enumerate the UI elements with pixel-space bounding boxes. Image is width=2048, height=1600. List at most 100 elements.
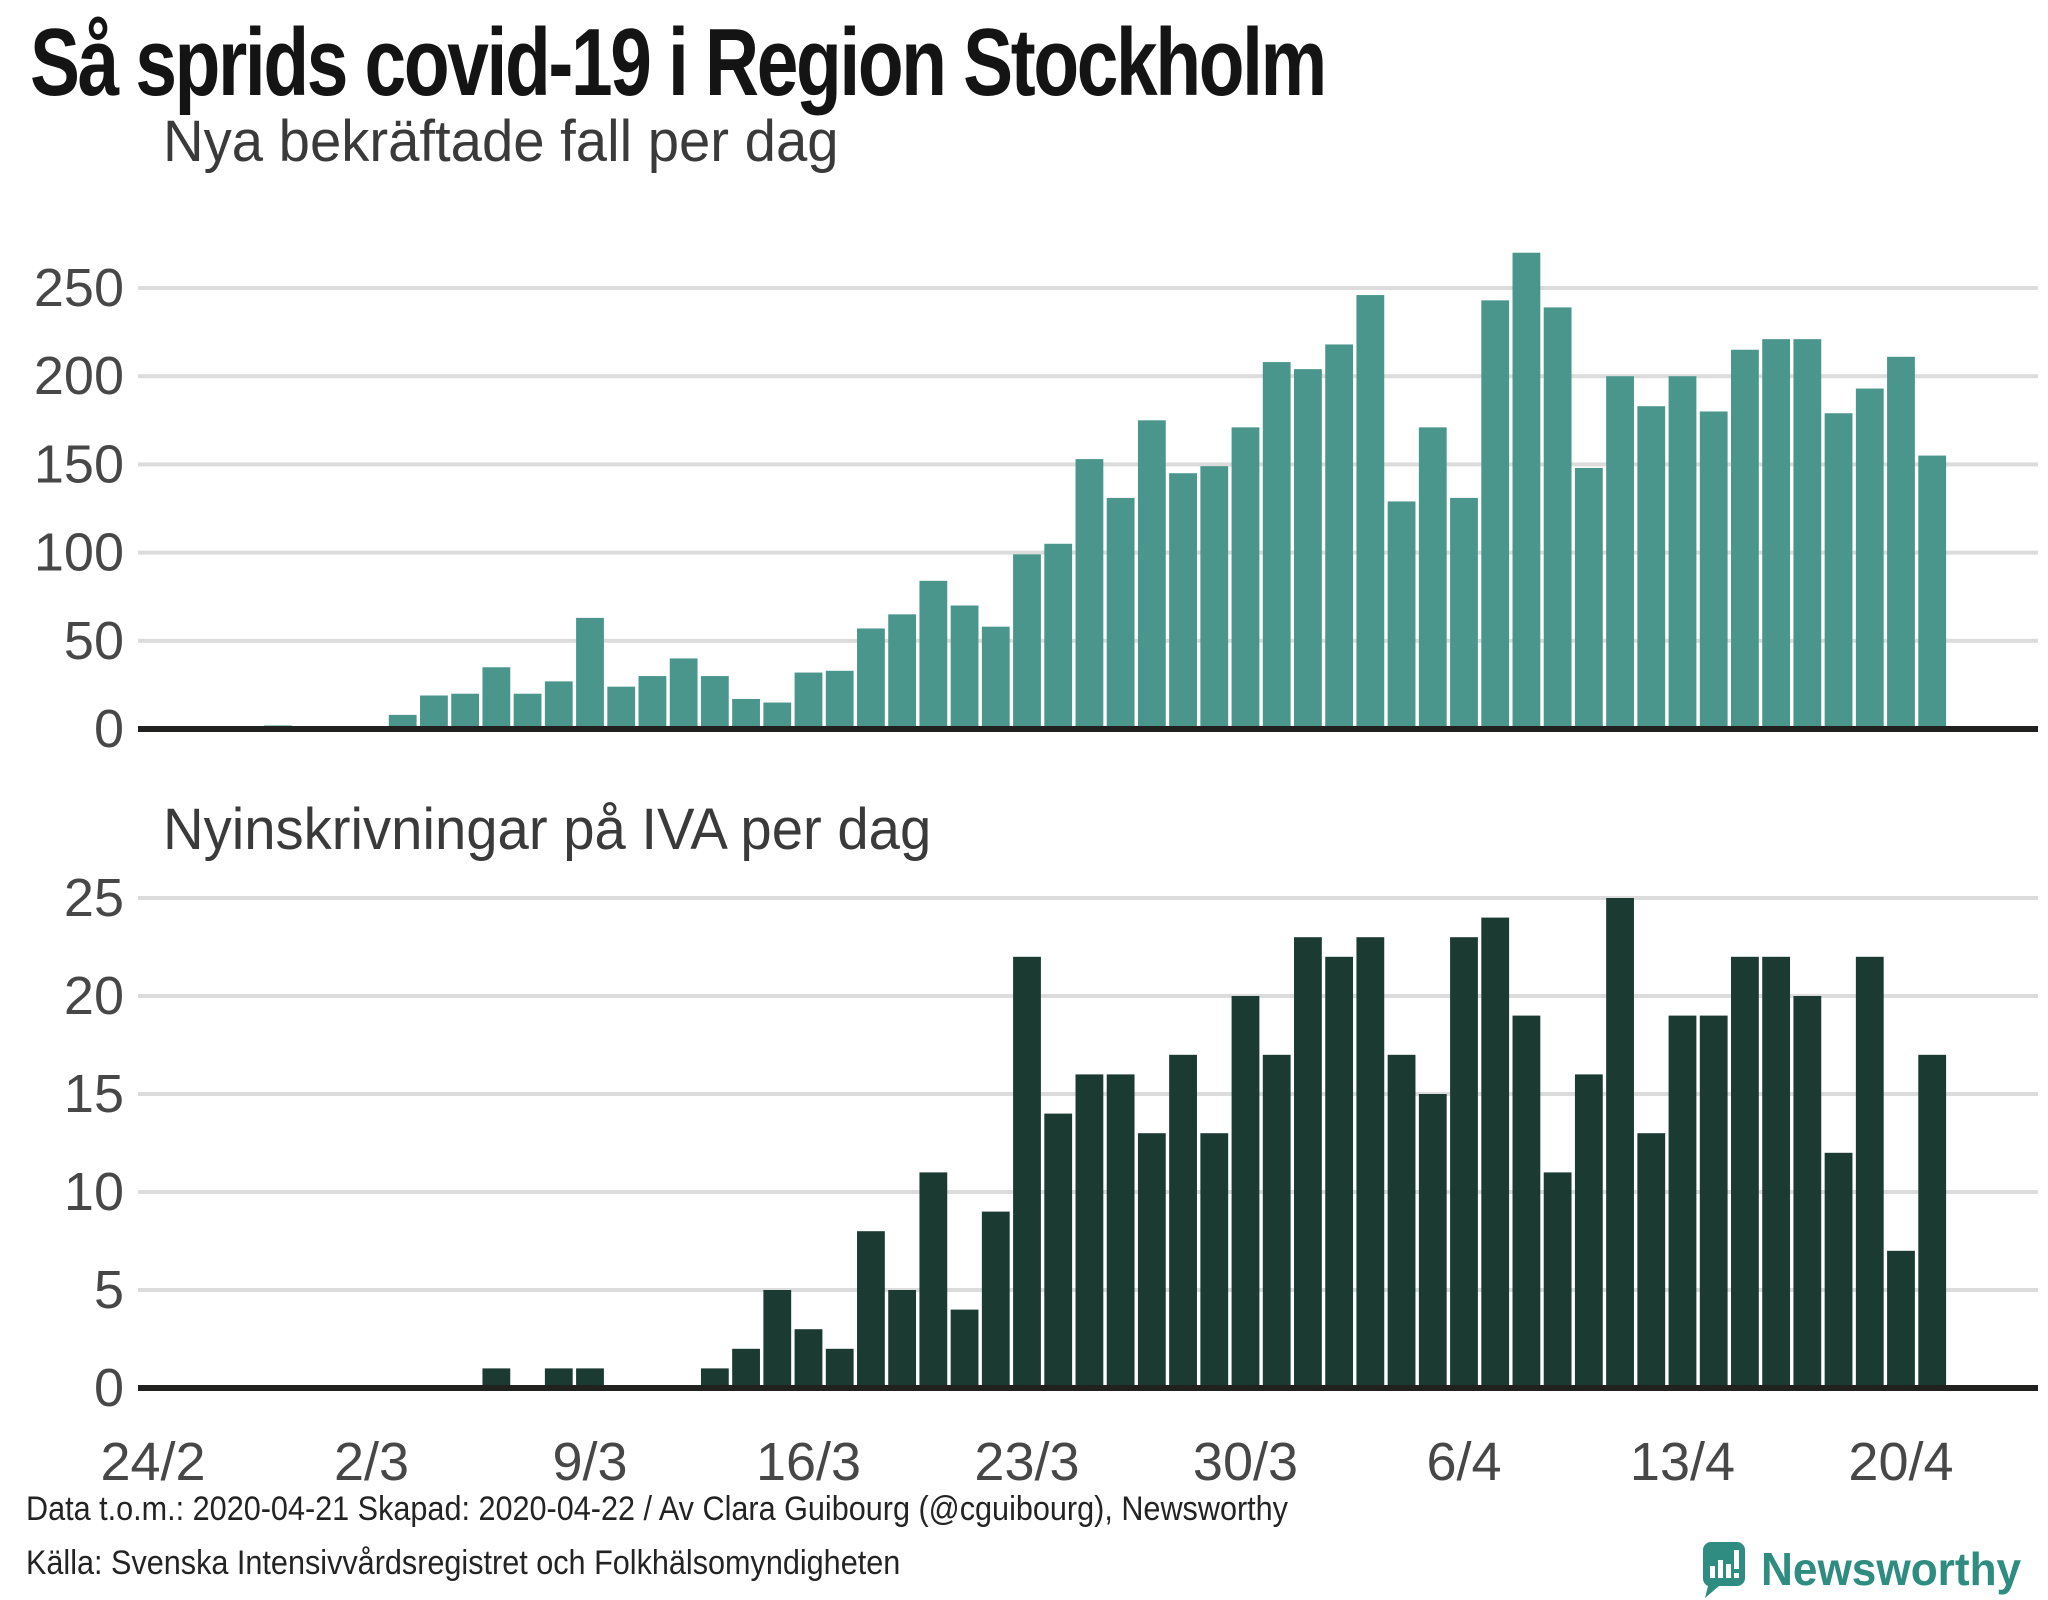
bar — [700, 1368, 729, 1388]
bar — [1887, 356, 1915, 729]
gridline — [138, 994, 2038, 998]
x-tick-label: 9/3 — [552, 1432, 627, 1492]
bar — [700, 676, 729, 729]
bar — [638, 676, 667, 729]
bar — [1169, 473, 1197, 729]
bar — [763, 1290, 792, 1388]
gridline — [138, 286, 2038, 290]
y-tick-label: 5 — [94, 1260, 124, 1320]
newsworthy-logo: Newsworthy — [1701, 1540, 2032, 1598]
y-tick-label: 20 — [64, 966, 124, 1026]
bar — [1044, 1113, 1073, 1388]
bar — [1387, 1054, 1416, 1388]
bar — [1137, 1133, 1166, 1388]
bar — [544, 681, 573, 729]
bar — [388, 714, 417, 729]
bar — [950, 1309, 979, 1388]
bar — [482, 1368, 511, 1388]
bars — [263, 252, 1947, 729]
y-tick-labels: 0 5 10 15 20 25 — [64, 868, 124, 1418]
bar — [1075, 1074, 1104, 1388]
bar — [1294, 937, 1322, 1388]
bar — [857, 628, 885, 729]
bar — [1574, 467, 1603, 729]
bar — [1325, 344, 1354, 729]
footer-source: Källa: Svenska Intensivvårdsregistret oc… — [26, 1544, 901, 1582]
bar — [919, 1172, 948, 1388]
y-tick-label: 100 — [34, 523, 124, 583]
y-tick-label: 0 — [94, 699, 124, 759]
bar — [1418, 427, 1447, 729]
x-tick-label: 2/3 — [334, 1432, 409, 1492]
x-tick-label: 30/3 — [1193, 1432, 1298, 1492]
bar — [1262, 362, 1291, 729]
bar — [1512, 252, 1541, 729]
bar — [1793, 339, 1822, 729]
bar — [1481, 917, 1510, 1388]
x-tick-label: 6/4 — [1426, 1432, 1501, 1492]
bar — [1137, 420, 1166, 729]
bar — [1918, 455, 1947, 729]
bar — [1169, 1054, 1197, 1388]
y-tick-label: 15 — [64, 1064, 124, 1124]
bar — [794, 672, 823, 729]
y-tick-label: 25 — [64, 868, 124, 928]
y-tick-label: 150 — [34, 434, 124, 494]
bar — [1637, 1133, 1666, 1388]
bar — [1668, 1015, 1697, 1388]
bar — [1512, 1015, 1541, 1388]
bar — [981, 626, 1010, 729]
bar — [794, 1329, 823, 1388]
bar — [1668, 376, 1697, 729]
bar — [1387, 501, 1416, 729]
y-tick-label: 50 — [64, 611, 124, 671]
cases-chart-title: Nya bekräftade fall per dag — [163, 109, 839, 174]
bar — [1887, 1250, 1915, 1388]
bar — [919, 580, 948, 729]
bar — [1231, 996, 1260, 1388]
bar — [1699, 1015, 1728, 1388]
bar — [1013, 554, 1041, 729]
bar — [825, 1348, 854, 1388]
bar — [1543, 307, 1572, 729]
page-title: Så sprids covid-19 i Region Stockholm — [30, 9, 1327, 116]
bar — [732, 1348, 760, 1388]
bar — [1824, 413, 1853, 729]
x-tick-label: 24/2 — [100, 1432, 205, 1492]
bar — [732, 699, 760, 729]
bar — [1200, 466, 1229, 729]
bar — [576, 617, 604, 729]
bar — [1731, 956, 1759, 1388]
bar — [1481, 300, 1510, 729]
x-axis-line — [138, 1385, 2038, 1391]
bar — [888, 1290, 917, 1388]
bar — [1574, 1074, 1603, 1388]
newsworthy-logo-text: Newsworthy — [1761, 1543, 2022, 1595]
bar — [1824, 1152, 1853, 1388]
y-tick-label: 200 — [34, 346, 124, 406]
gridline — [138, 374, 2038, 379]
bar — [1543, 1172, 1572, 1388]
bar — [1013, 956, 1041, 1388]
bar — [1231, 427, 1260, 729]
bar — [1637, 406, 1666, 729]
newsworthy-speech-bubble-chart-icon — [1703, 1542, 1746, 1598]
x-tick-label: 23/3 — [974, 1432, 1079, 1492]
bar — [451, 693, 480, 729]
bar — [1356, 295, 1385, 729]
iva-chart-title: Nyinskrivningar på IVA per dag — [163, 797, 932, 862]
x-tick-label: 20/4 — [1848, 1432, 1953, 1492]
y-tick-label: 0 — [94, 1358, 124, 1418]
bar — [1106, 497, 1135, 729]
bar — [1106, 1074, 1135, 1388]
x-tick-label: 13/4 — [1630, 1432, 1735, 1492]
y-tick-label: 10 — [64, 1162, 124, 1222]
bar — [1450, 497, 1478, 729]
cases-bar-chart: 0 50 100 150 200 250 — [34, 252, 2038, 759]
bar — [981, 1211, 1010, 1388]
y-tick-label: 250 — [34, 258, 124, 318]
gridline — [138, 896, 2038, 900]
